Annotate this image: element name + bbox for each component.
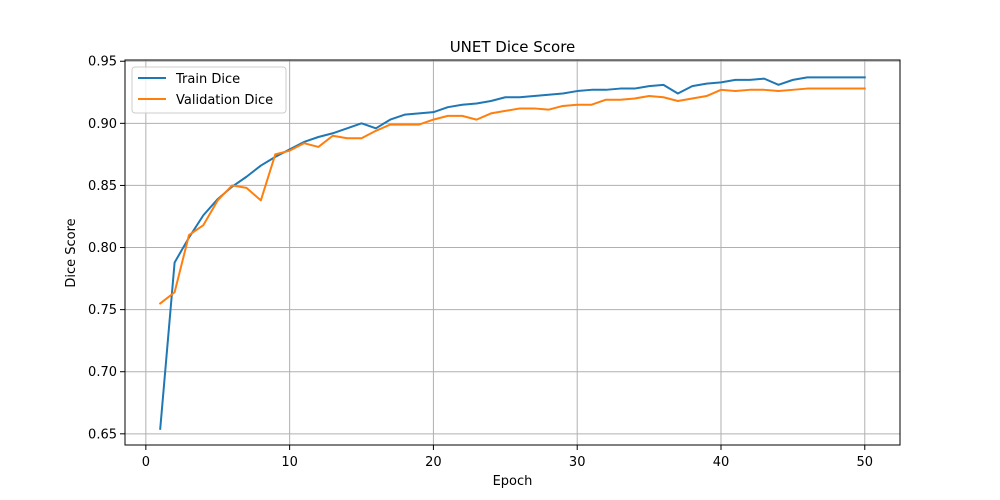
x-tick-label: 10 bbox=[281, 455, 298, 470]
chart-title: UNET Dice Score bbox=[450, 38, 576, 56]
x-tick-label: 20 bbox=[425, 455, 442, 470]
series-line-train-dice bbox=[159, 76, 866, 430]
x-tick-label: 50 bbox=[856, 455, 873, 470]
y-tick-label: 0.75 bbox=[88, 303, 117, 318]
y-axis-label: Dice Score bbox=[64, 218, 79, 287]
series-lines bbox=[158, 76, 866, 430]
legend-label-validation-dice: Validation Dice bbox=[176, 93, 273, 108]
legend: Train Dice Validation Dice bbox=[131, 66, 287, 114]
y-tick-label: 0.70 bbox=[88, 365, 117, 380]
grid bbox=[125, 60, 900, 445]
y-tick-label: 0.80 bbox=[88, 241, 117, 256]
legend-box bbox=[131, 66, 287, 114]
legend-label-train-dice: Train Dice bbox=[175, 72, 240, 87]
x-tick-label: 30 bbox=[569, 455, 586, 470]
y-tick-label: 0.90 bbox=[88, 117, 117, 132]
x-tick-label: 0 bbox=[142, 455, 150, 470]
series-line-validation-dice bbox=[158, 87, 866, 305]
y-tick-label: 0.65 bbox=[88, 427, 117, 442]
y-tick-label: 0.95 bbox=[88, 55, 117, 70]
x-axis-label: Epoch bbox=[493, 474, 533, 489]
ticks: 0 10 20 30 40 50 0.65 0.70 0.75 0.80 0.85 0.90 0.95 bbox=[88, 55, 873, 470]
x-tick-label: 40 bbox=[713, 455, 730, 470]
y-tick-label: 0.85 bbox=[88, 179, 117, 194]
plot-frame bbox=[124, 59, 901, 446]
